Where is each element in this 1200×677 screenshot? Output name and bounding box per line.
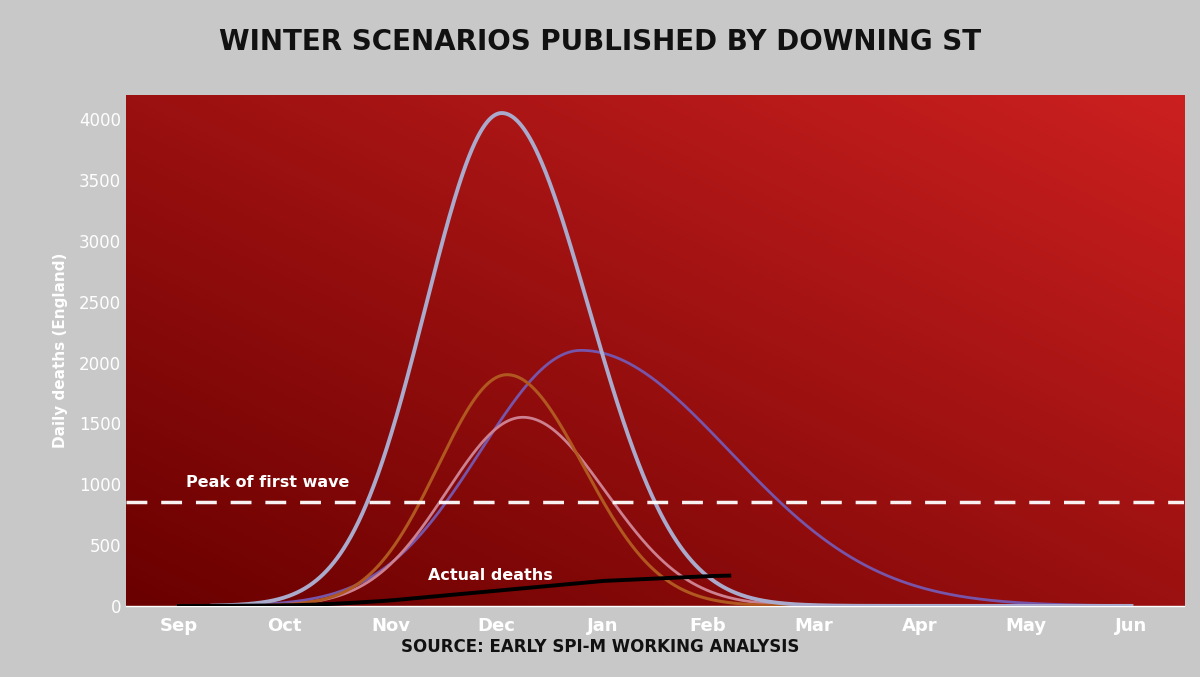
Y-axis label: Daily deaths (England): Daily deaths (England) — [53, 253, 68, 448]
Text: SOURCE: EARLY SPI-M WORKING ANALYSIS: SOURCE: EARLY SPI-M WORKING ANALYSIS — [401, 638, 799, 655]
Text: WINTER SCENARIOS PUBLISHED BY DOWNING ST: WINTER SCENARIOS PUBLISHED BY DOWNING ST — [218, 28, 982, 56]
Text: Peak of first wave: Peak of first wave — [186, 475, 349, 490]
Text: Actual deaths: Actual deaths — [427, 569, 552, 584]
